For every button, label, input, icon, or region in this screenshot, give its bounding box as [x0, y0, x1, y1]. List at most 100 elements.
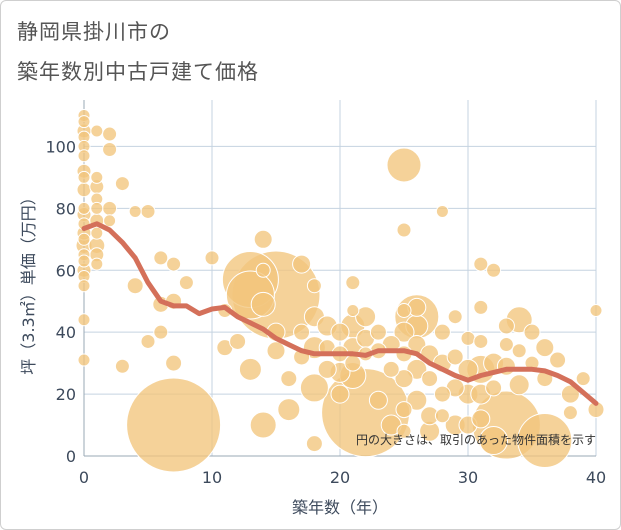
bubble [396, 303, 412, 319]
bubble [575, 371, 591, 387]
bubble [166, 256, 182, 272]
bubble [253, 229, 273, 249]
bubble [126, 377, 222, 473]
bubble [421, 370, 439, 388]
bubble [77, 115, 91, 129]
bubble [140, 203, 156, 219]
bubble [90, 226, 104, 240]
bubble [90, 124, 104, 138]
bubble [395, 401, 413, 419]
bubble [90, 170, 104, 184]
bubble [77, 201, 91, 215]
bubble [77, 279, 91, 293]
bubbles [75, 108, 605, 473]
bubble [305, 435, 323, 453]
bubble [406, 389, 428, 411]
bubble [77, 149, 91, 163]
bubble [77, 254, 91, 268]
bubble [346, 304, 360, 318]
bubble [393, 321, 415, 343]
bubble [535, 338, 555, 358]
bubble [90, 257, 104, 271]
bubble [562, 405, 578, 421]
bubble [446, 348, 464, 366]
x-tick-label: 30 [458, 468, 478, 487]
bubble [369, 323, 387, 341]
x-axis-label: 築年数（年） [292, 498, 388, 517]
bubble [330, 322, 350, 342]
bubble [229, 332, 247, 350]
bubble [498, 337, 514, 353]
x-tick-label: 20 [330, 468, 350, 487]
bubble [344, 354, 362, 372]
bubble [330, 384, 350, 404]
bubble [473, 333, 489, 349]
bubble [293, 323, 311, 341]
bubble [114, 176, 130, 192]
bubble [589, 304, 603, 318]
bubble [128, 204, 142, 218]
bubble [102, 200, 118, 216]
bubble [153, 324, 169, 340]
bubble [517, 413, 573, 469]
y-tick-label: 0 [66, 447, 76, 466]
y-tick-label: 20 [56, 385, 76, 404]
x-tick-label: 0 [79, 468, 89, 487]
bubble [103, 214, 117, 228]
bubble [102, 142, 118, 158]
bubble [471, 409, 491, 429]
chart-title-line1: 静岡県掛川市の [17, 20, 171, 44]
y-tick-label: 80 [56, 199, 76, 218]
bubble [368, 390, 388, 410]
bubble [153, 250, 169, 266]
bubble [473, 299, 489, 315]
bubble [434, 408, 450, 424]
bubble [255, 262, 271, 278]
bubble [523, 323, 541, 341]
trend-line [81, 221, 599, 406]
bubble [485, 379, 503, 397]
y-axis-label: 坪（3.3㎡）単価（万円） [19, 189, 38, 374]
bubble [77, 313, 91, 327]
tick-labels: 0 10 20 30 40 0 20 40 60 80 100 [45, 137, 606, 487]
bubble [497, 317, 515, 335]
bubble [238, 357, 262, 381]
x-tick-label: 40 [586, 468, 606, 487]
bubble [76, 182, 92, 198]
bubble [317, 359, 337, 379]
bubble [560, 384, 580, 404]
bubble [249, 411, 277, 439]
bubble [345, 275, 361, 291]
bubble [396, 423, 412, 439]
bubble [447, 309, 463, 325]
y-tick-label: 60 [56, 261, 76, 280]
bubble [102, 126, 118, 142]
bubble [77, 353, 91, 367]
bubble [460, 330, 476, 346]
bubble [396, 222, 412, 238]
y-tick-label: 100 [45, 137, 76, 156]
bubble [77, 170, 91, 184]
bubble [266, 341, 286, 361]
bubble [126, 277, 144, 295]
bubble [140, 333, 156, 349]
x-tick-label: 10 [202, 468, 222, 487]
bubble-size-note: 円の大きさは、取引のあった物件面積を示す [356, 432, 596, 447]
bubble [382, 360, 400, 378]
bubble [299, 373, 329, 403]
bubble [355, 306, 377, 328]
bubble [394, 369, 414, 389]
bubble [250, 291, 276, 317]
bubble [77, 232, 91, 246]
bubble [508, 374, 530, 396]
bubble [165, 354, 183, 372]
bubble [306, 278, 322, 294]
bubble [486, 262, 502, 278]
bubble [433, 385, 451, 403]
bubble [204, 250, 220, 266]
bubble [114, 358, 130, 374]
chart-title-line2: 築年数別中古戸建て価格 [17, 60, 259, 84]
bubble [178, 275, 194, 291]
bubble [473, 256, 489, 272]
